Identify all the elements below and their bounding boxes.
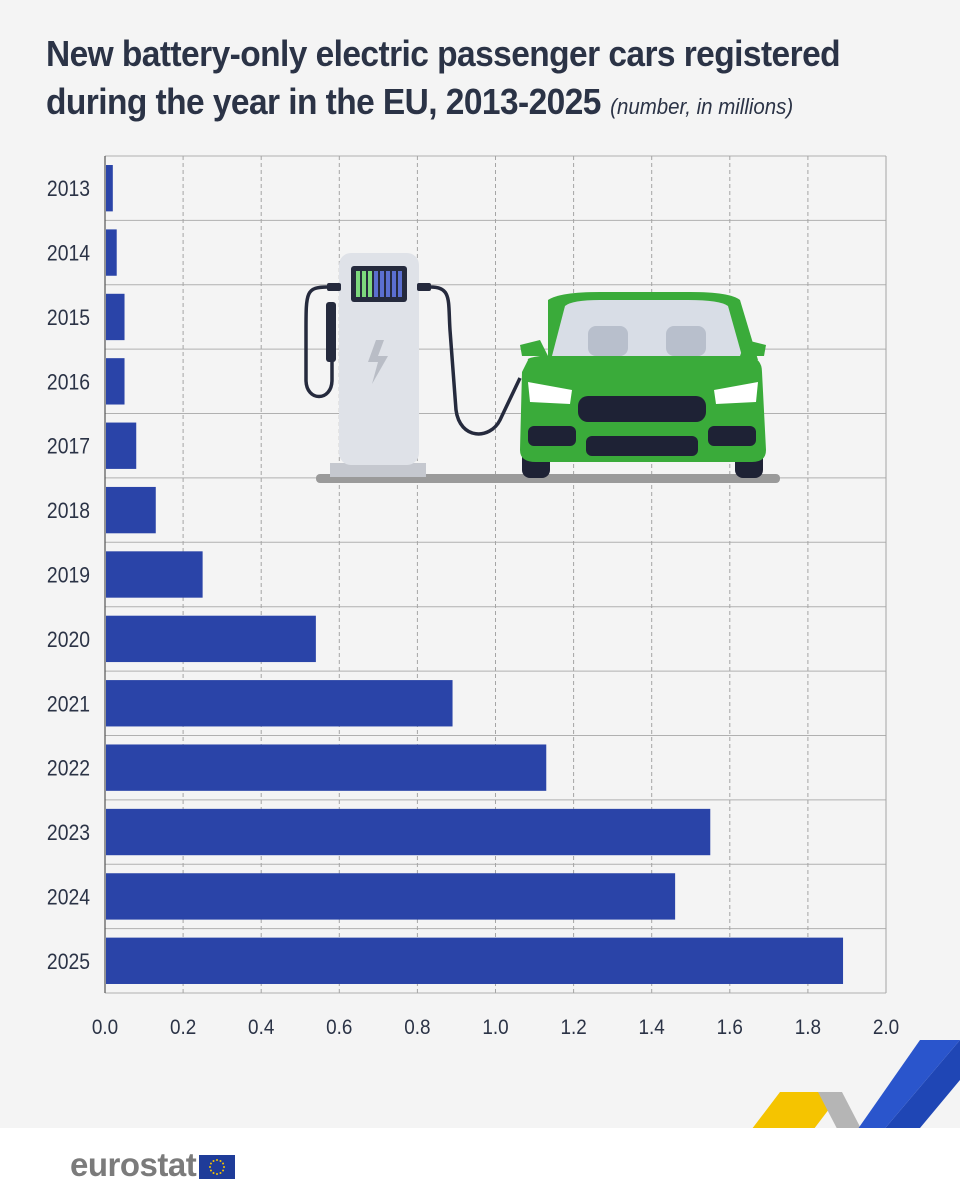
- y-tick-label: 2022: [47, 757, 90, 781]
- x-tick-label: 2.0: [873, 1016, 899, 1039]
- bar-2022: [106, 744, 547, 791]
- x-tick-label: 1.0: [482, 1016, 508, 1039]
- chart-title: New battery-only electric passenger cars…: [46, 30, 926, 131]
- y-tick-label: 2016: [47, 370, 90, 394]
- eu-star: [212, 1159, 215, 1162]
- bar-2015: [106, 293, 125, 341]
- x-tick-label: 1.4: [639, 1016, 665, 1039]
- bar-chart: 0.0 0.2 0.4 0.6 0.8 1.0 1.2 1.4 1.6 1.8 2.0 2013 201…: [47, 155, 899, 1039]
- eu-flag-icon: [199, 1155, 236, 1179]
- y-tick-label: 2021: [47, 692, 90, 716]
- x-tick-label: 0.4: [248, 1016, 274, 1039]
- eu-star: [209, 1166, 212, 1168]
- eu-star: [216, 1159, 219, 1161]
- x-tick-label: 0.0: [92, 1016, 118, 1039]
- bar-2018: [106, 486, 156, 534]
- y-tick-label: 2024: [47, 885, 90, 909]
- eu-star: [222, 1169, 225, 1172]
- title-line-2-text: during the year in the EU, 2013-2025: [46, 81, 601, 122]
- eu-star: [210, 1169, 213, 1172]
- y-tick-label: 2019: [47, 563, 90, 587]
- bar-2021: [106, 680, 453, 727]
- bar-2017: [106, 422, 137, 469]
- eu-star: [219, 1159, 222, 1162]
- eu-star: [219, 1172, 222, 1175]
- logo-text: eurostat: [70, 1146, 197, 1183]
- bar-2020: [106, 615, 316, 663]
- bar-2019: [106, 551, 203, 598]
- x-tick-label: 0.8: [404, 1016, 430, 1039]
- y-tick-label: 2025: [47, 950, 90, 974]
- bar-2024: [106, 873, 676, 920]
- bar-2025: [106, 937, 844, 984]
- title-line-2: during the year in the EU, 2013-2025 (num…: [46, 78, 864, 131]
- eu-star: [216, 1173, 219, 1175]
- bar-2016: [106, 358, 125, 405]
- y-tick-label: 2023: [47, 821, 90, 845]
- title-line-1: New battery-only electric passenger cars…: [46, 33, 841, 74]
- footer-bar: [0, 1128, 960, 1200]
- x-tick-label: 1.2: [560, 1016, 586, 1039]
- bar-2023: [106, 808, 711, 856]
- y-tick-label: 2020: [47, 628, 90, 652]
- bar-2013: [106, 165, 113, 212]
- y-tick-label: 2013: [47, 177, 90, 201]
- eu-star: [223, 1166, 226, 1168]
- y-tick-label: 2014: [47, 241, 90, 265]
- x-tick-label: 0.2: [170, 1016, 196, 1039]
- y-tick-label: 2017: [47, 435, 90, 459]
- chart-subtitle: (number, in millions): [610, 94, 794, 119]
- x-tick-label: 1.8: [795, 1016, 821, 1039]
- x-tick-label: 1.6: [717, 1016, 743, 1039]
- eurostat-logo: eurostat: [70, 1146, 236, 1184]
- eu-star: [222, 1162, 225, 1165]
- eu-star: [210, 1162, 213, 1165]
- x-tick-label: 0.6: [326, 1016, 352, 1039]
- bar-2014: [106, 229, 117, 276]
- eu-star: [212, 1172, 215, 1175]
- y-tick-label: 2015: [47, 306, 90, 330]
- y-tick-label: 2018: [47, 499, 90, 523]
